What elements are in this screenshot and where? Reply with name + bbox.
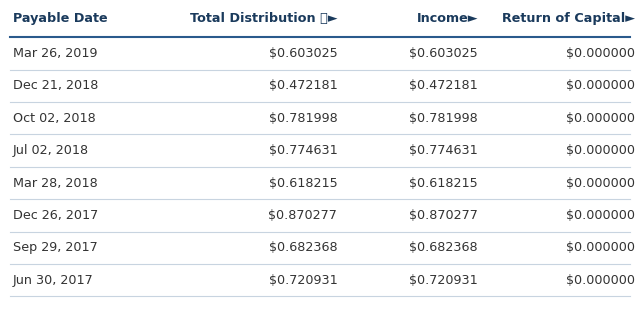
Text: $0.000000: $0.000000 (566, 241, 635, 254)
Text: $0.774631: $0.774631 (269, 144, 337, 157)
Text: Mar 26, 2019: Mar 26, 2019 (13, 47, 97, 60)
Text: Oct 02, 2018: Oct 02, 2018 (13, 112, 95, 125)
Text: $0.000000: $0.000000 (566, 47, 635, 60)
Text: $0.000000: $0.000000 (566, 144, 635, 157)
Text: $0.781998: $0.781998 (410, 112, 478, 125)
Text: Jun 30, 2017: Jun 30, 2017 (13, 274, 93, 287)
Text: $0.682368: $0.682368 (269, 241, 337, 254)
Text: $0.472181: $0.472181 (269, 79, 337, 92)
Text: $0.870277: $0.870277 (268, 209, 337, 222)
Text: $0.000000: $0.000000 (566, 79, 635, 92)
Text: Mar 28, 2018: Mar 28, 2018 (13, 177, 97, 189)
Text: $0.000000: $0.000000 (566, 209, 635, 222)
Text: $0.618215: $0.618215 (269, 177, 337, 189)
Text: Return of Capital►: Return of Capital► (502, 12, 635, 25)
Text: Income►: Income► (417, 12, 478, 25)
Text: $0.000000: $0.000000 (566, 274, 635, 287)
Text: $0.000000: $0.000000 (566, 112, 635, 125)
Text: $0.472181: $0.472181 (410, 79, 478, 92)
Text: $0.781998: $0.781998 (269, 112, 337, 125)
Text: Sep 29, 2017: Sep 29, 2017 (13, 241, 97, 254)
Text: $0.618215: $0.618215 (410, 177, 478, 189)
Text: Dec 21, 2018: Dec 21, 2018 (13, 79, 98, 92)
Text: $0.000000: $0.000000 (566, 177, 635, 189)
Text: $0.774631: $0.774631 (410, 144, 478, 157)
Text: Payable Date: Payable Date (13, 12, 108, 25)
Text: $0.682368: $0.682368 (410, 241, 478, 254)
Text: $0.603025: $0.603025 (269, 47, 337, 60)
Text: $0.870277: $0.870277 (409, 209, 478, 222)
Text: $0.603025: $0.603025 (410, 47, 478, 60)
Text: $0.720931: $0.720931 (410, 274, 478, 287)
Text: Jul 02, 2018: Jul 02, 2018 (13, 144, 89, 157)
Text: Total Distribution ⓘ►: Total Distribution ⓘ► (190, 12, 337, 25)
Text: Dec 26, 2017: Dec 26, 2017 (13, 209, 98, 222)
Text: $0.720931: $0.720931 (269, 274, 337, 287)
